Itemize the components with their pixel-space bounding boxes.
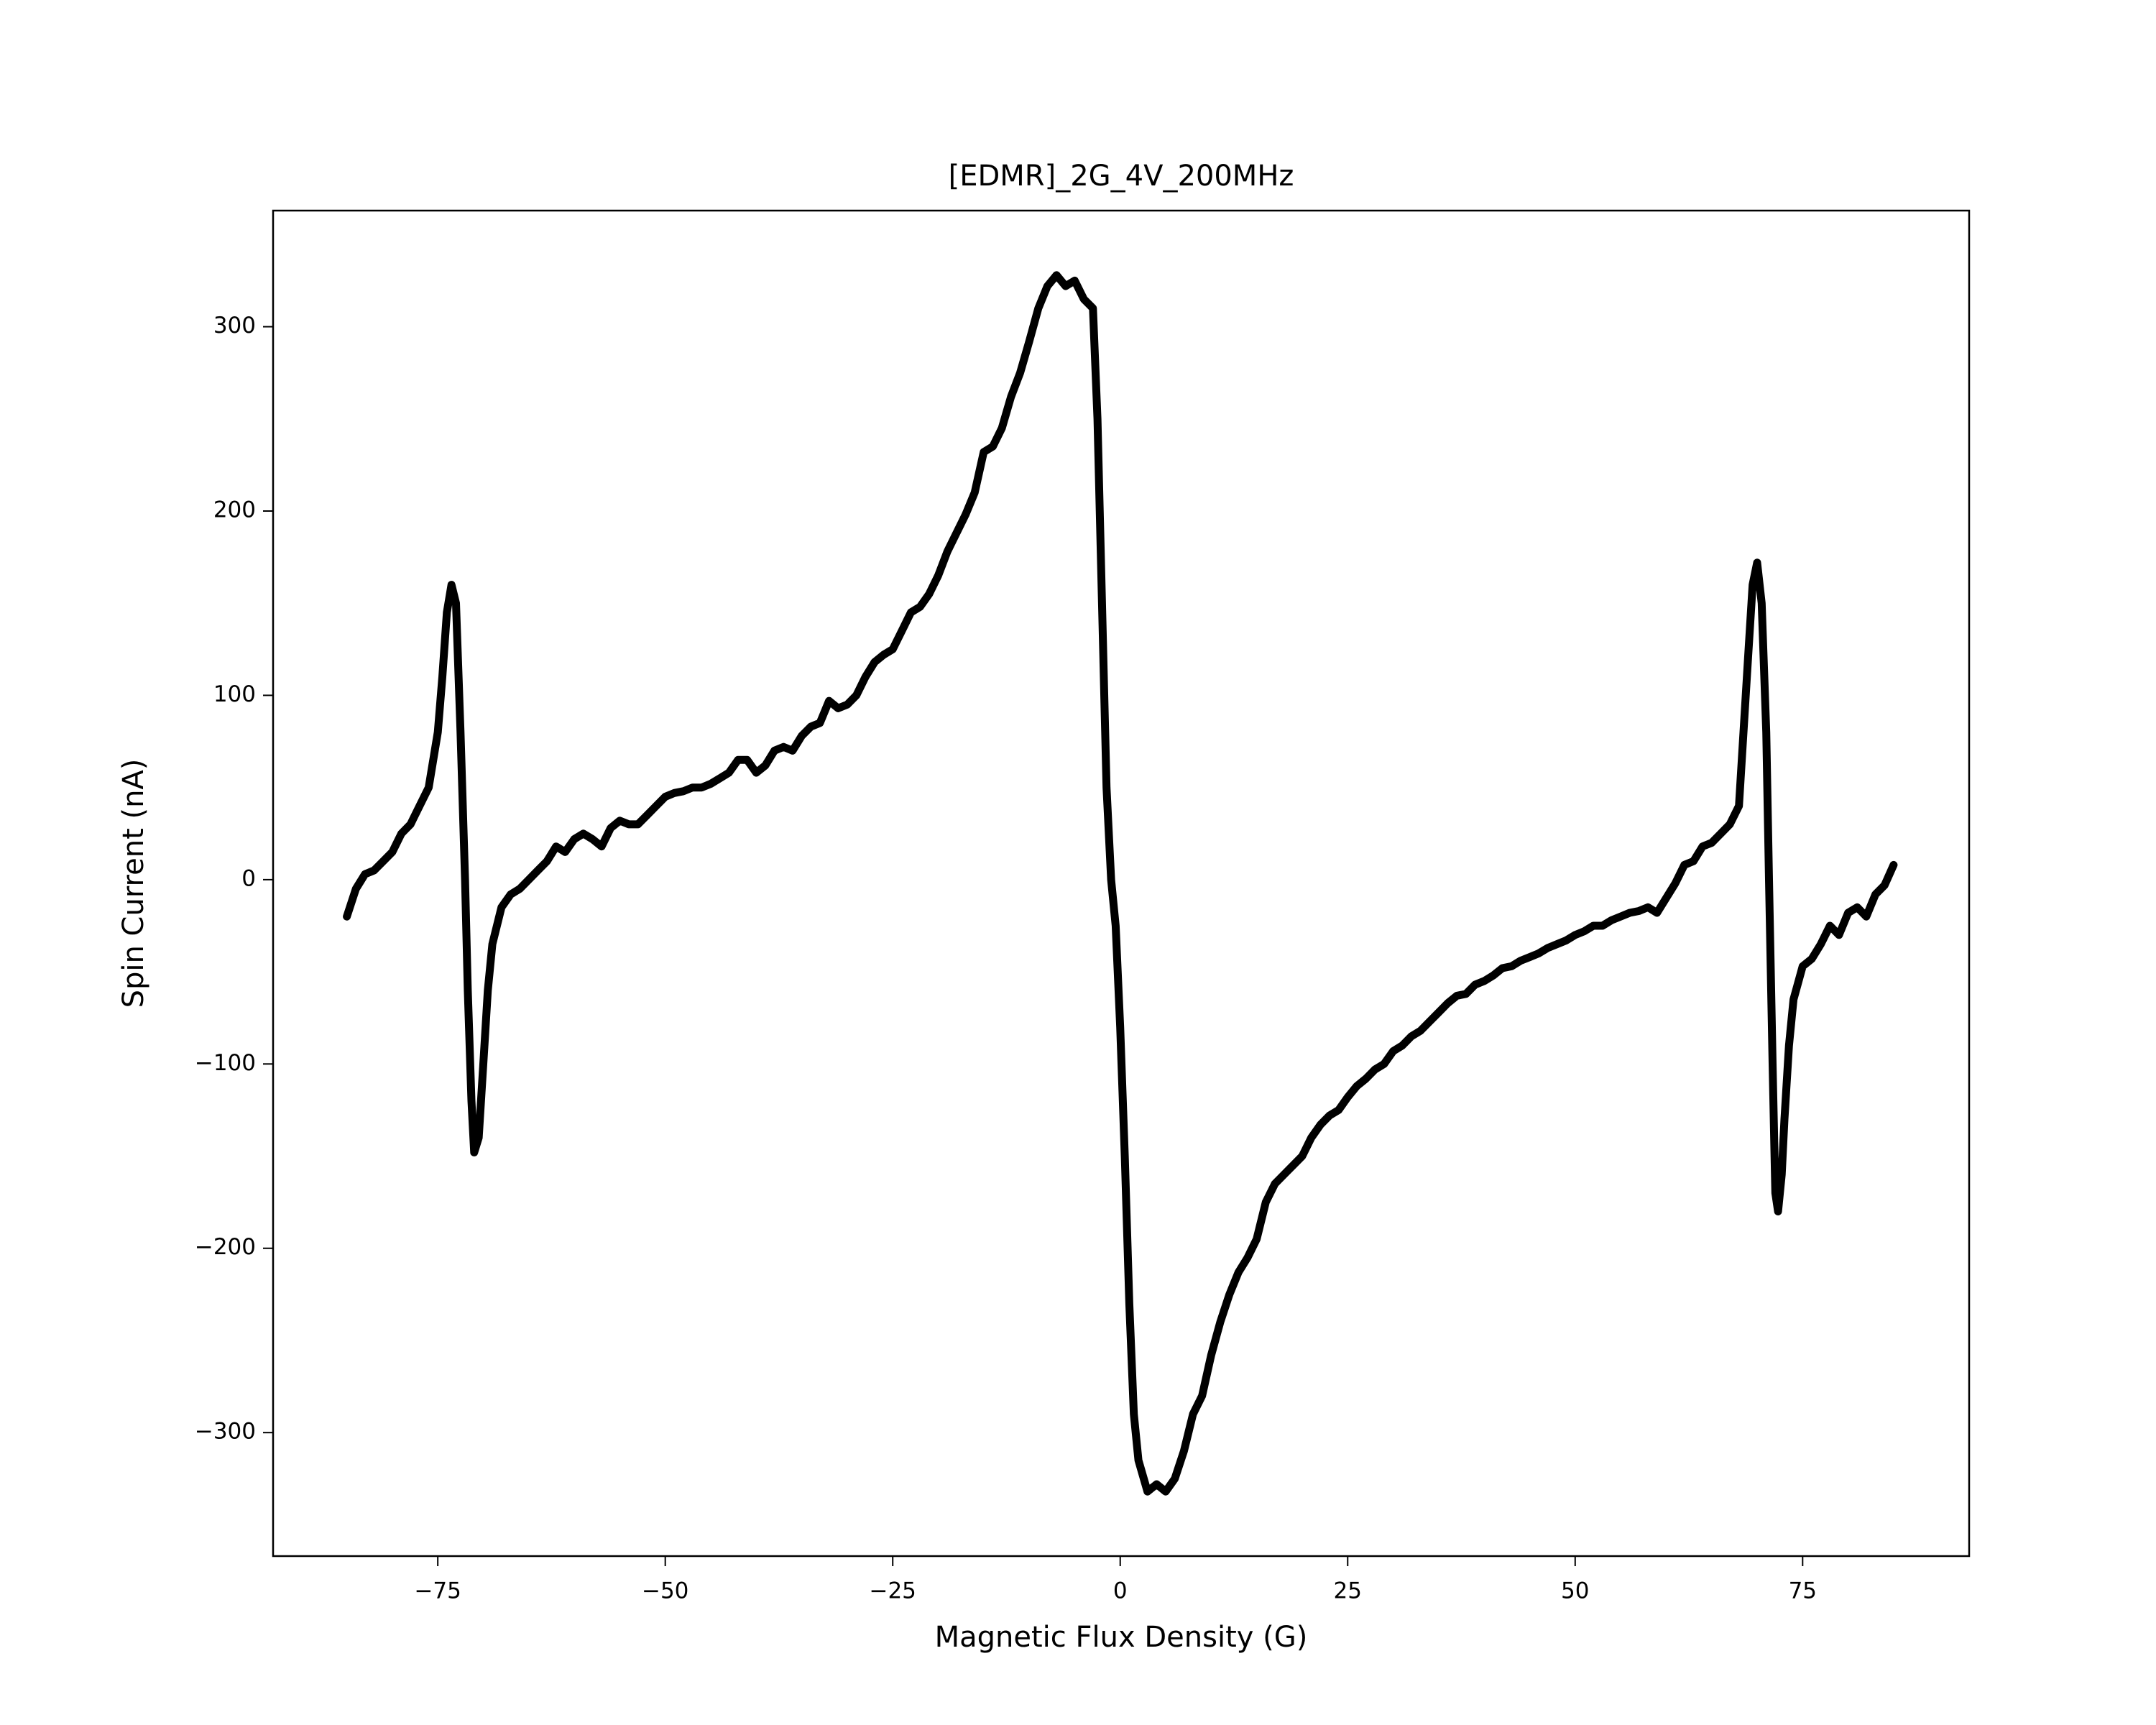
y-tick-label: 100 [213, 681, 256, 707]
chart-title: [EDMR]_2G_4V_200MHz [949, 160, 1294, 193]
y-tick-label: −100 [195, 1050, 256, 1076]
y-tick-label: −300 [195, 1419, 256, 1445]
x-tick-label: 25 [1334, 1578, 1362, 1604]
y-tick-label: 300 [213, 313, 256, 339]
x-axis-label: Magnetic Flux Density (G) [935, 1621, 1308, 1654]
x-tick-label: −50 [642, 1578, 688, 1604]
y-tick-label: −200 [195, 1234, 256, 1260]
x-tick-label: 50 [1561, 1578, 1589, 1604]
x-tick-label: 0 [1113, 1578, 1128, 1604]
x-tick-label: −75 [414, 1578, 461, 1604]
plot-frame [272, 209, 1971, 1558]
data-line [343, 271, 1898, 1496]
y-axis-label: Spin Current (nA) [117, 759, 150, 1008]
x-tick-label: −25 [869, 1578, 916, 1604]
x-tick-label: 75 [1789, 1578, 1817, 1604]
y-tick-label: 200 [213, 497, 256, 523]
y-tick-label: 0 [241, 865, 256, 891]
